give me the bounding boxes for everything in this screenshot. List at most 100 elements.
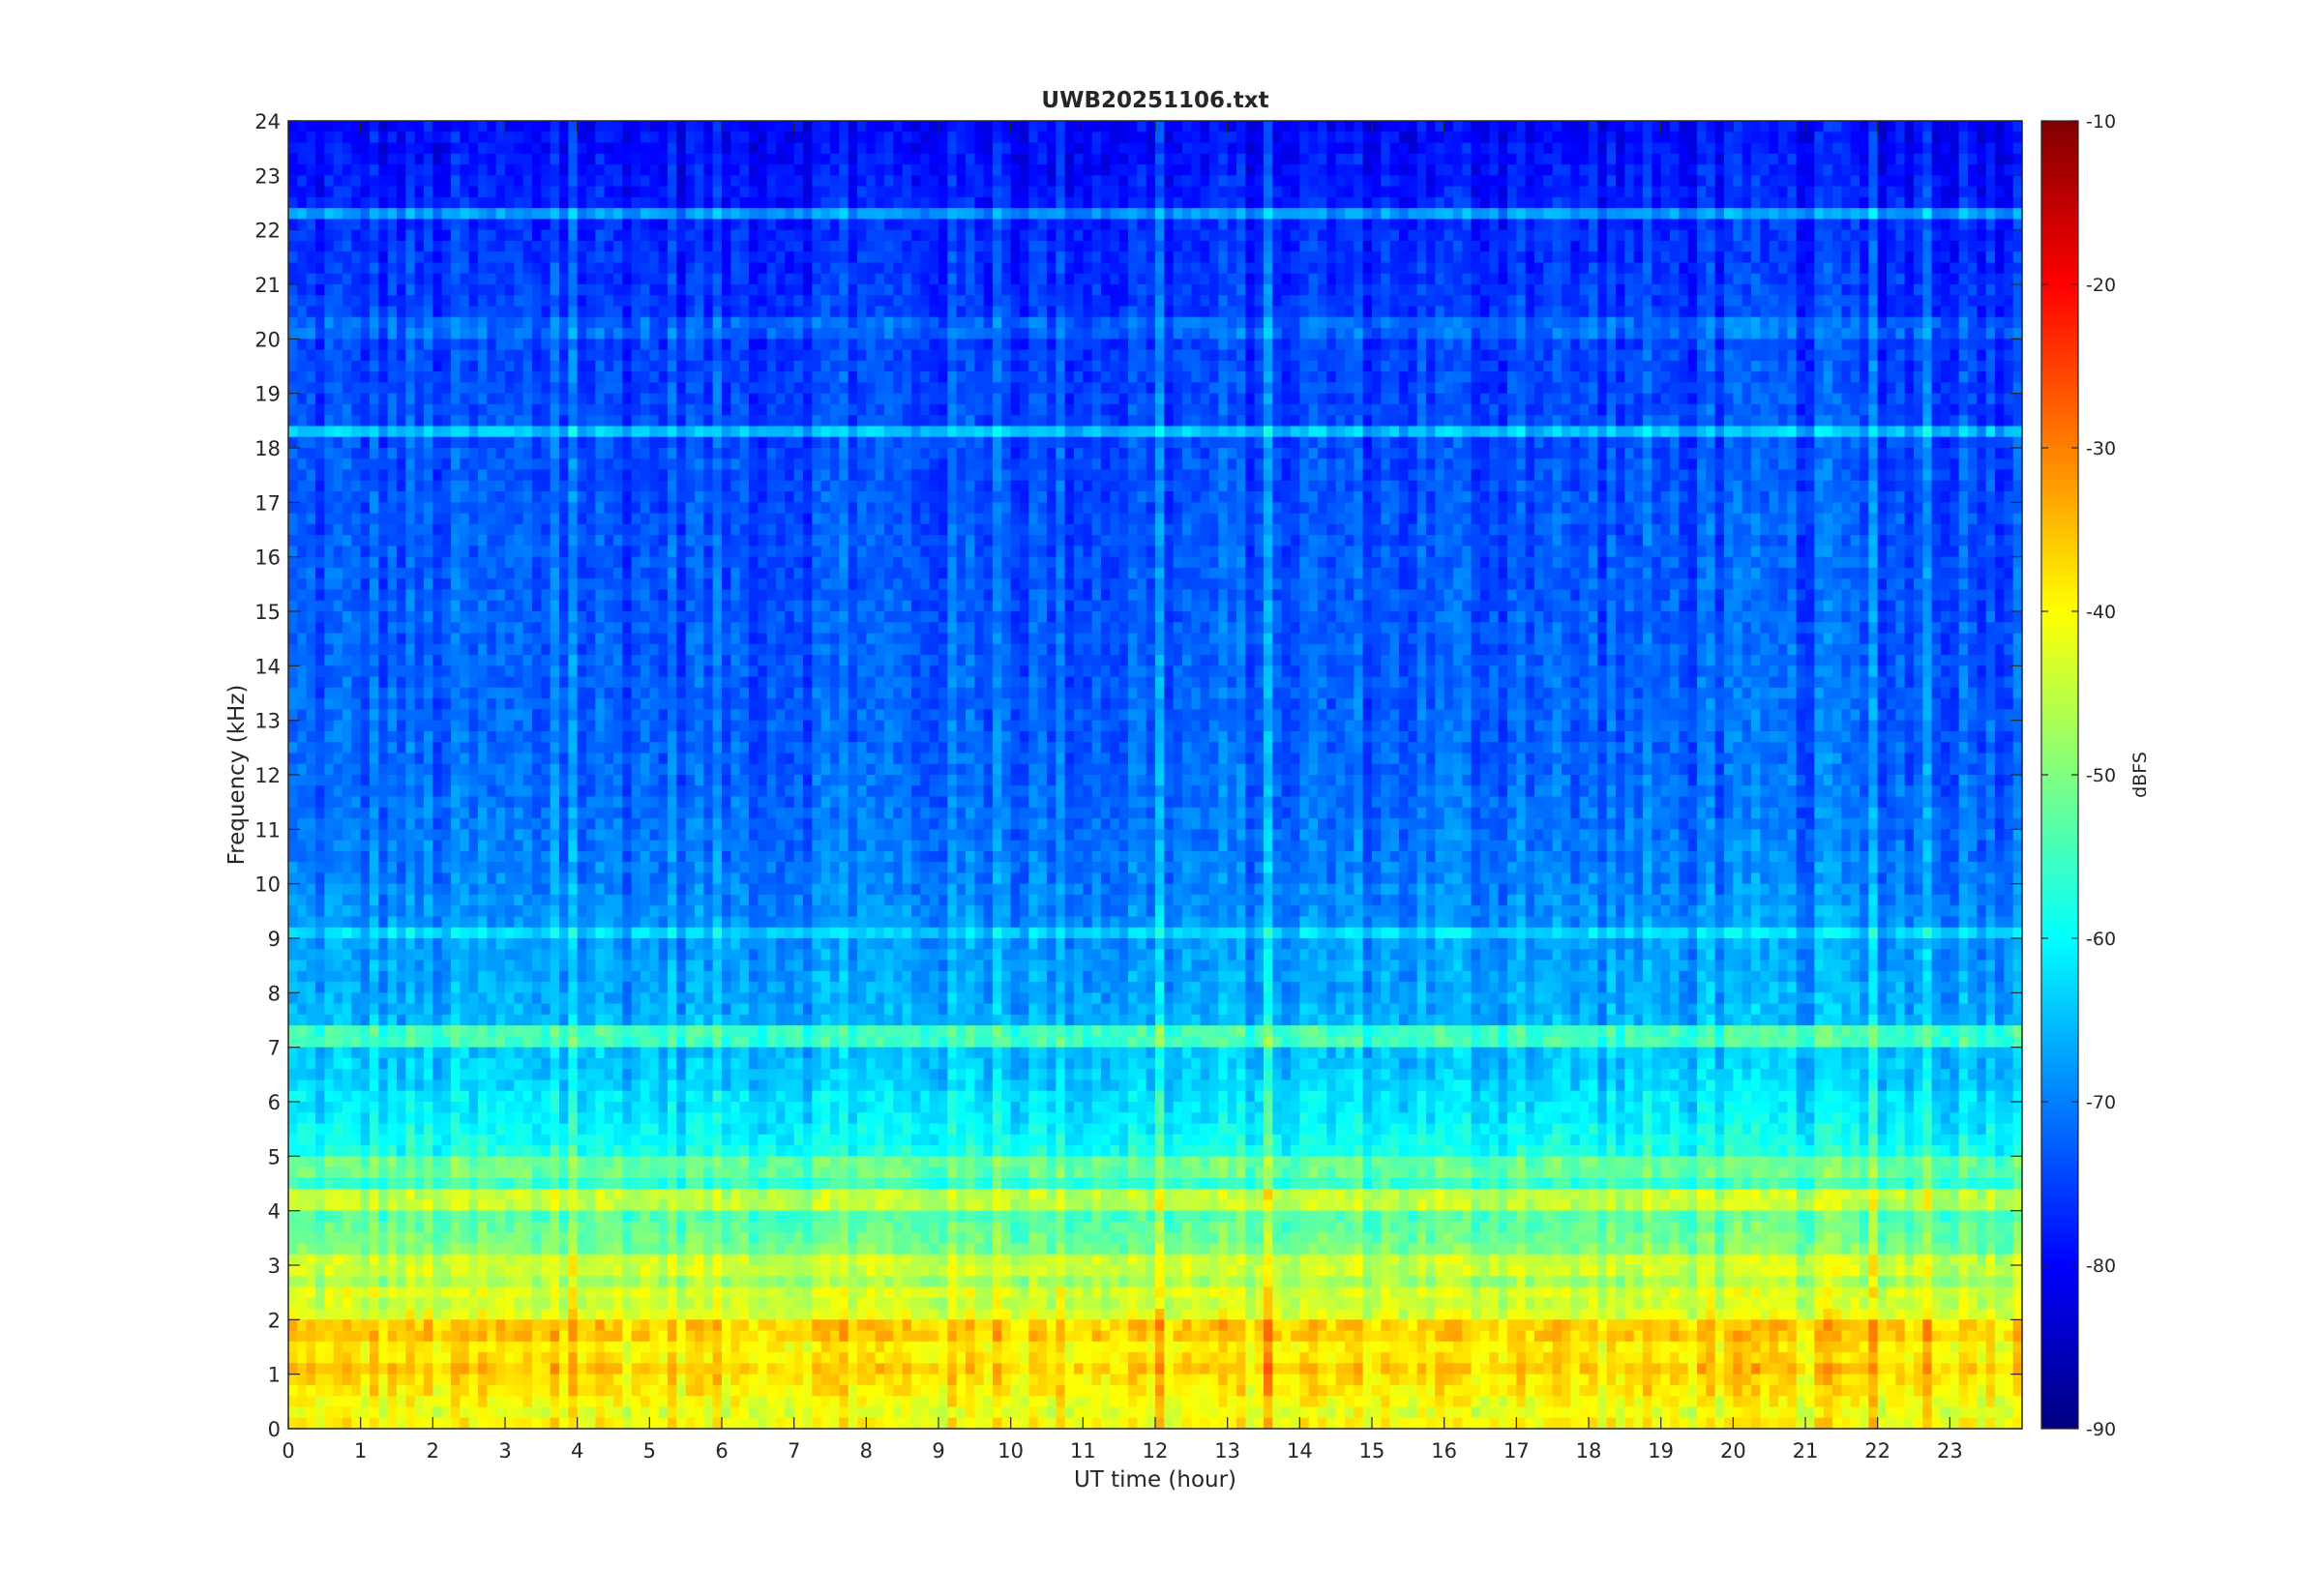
heatmap-cell xyxy=(740,154,750,165)
heatmap-cell xyxy=(1634,241,1644,252)
heatmap-cell xyxy=(1155,208,1165,220)
heatmap-cell xyxy=(578,382,587,394)
heatmap-cell xyxy=(1724,230,1734,242)
heatmap-cell xyxy=(1065,197,1075,209)
heatmap-cell xyxy=(1543,143,1553,155)
heatmap-cell xyxy=(1589,371,1598,383)
heatmap-cell xyxy=(1499,328,1508,340)
heatmap-cell xyxy=(1770,262,1779,274)
heatmap-cell xyxy=(469,143,479,155)
heatmap-cell xyxy=(776,121,786,133)
heatmap-cell xyxy=(1480,132,1490,143)
heatmap-cell xyxy=(1011,132,1021,143)
heatmap-cell xyxy=(2013,350,2023,362)
heatmap-cell xyxy=(460,262,469,274)
heatmap-cell xyxy=(632,241,641,252)
heatmap-cell xyxy=(1922,295,1932,307)
heatmap-cell xyxy=(1255,121,1265,133)
heatmap-cell xyxy=(1580,219,1590,230)
heatmap-cell xyxy=(1255,197,1265,209)
heatmap-cell xyxy=(1770,328,1779,340)
heatmap-cell xyxy=(839,382,848,394)
heatmap-cell xyxy=(1977,371,1986,383)
heatmap-cell xyxy=(974,241,984,252)
heatmap-cell xyxy=(342,295,352,307)
heatmap-cell xyxy=(1462,230,1472,242)
heatmap-cell xyxy=(1534,295,1544,307)
heatmap-cell xyxy=(1372,241,1382,252)
heatmap-cell xyxy=(1562,154,1571,165)
heatmap-cell xyxy=(1570,143,1580,155)
heatmap-cell xyxy=(676,371,686,383)
heatmap-cell xyxy=(1056,307,1065,318)
heatmap-cell xyxy=(785,175,794,187)
heatmap-cell xyxy=(1770,164,1779,176)
heatmap-cell xyxy=(405,121,415,133)
heatmap-cell xyxy=(1218,219,1228,230)
heatmap-cell xyxy=(415,121,425,133)
heatmap-cell xyxy=(1634,121,1644,133)
heatmap-cell xyxy=(595,121,605,133)
heatmap-cell xyxy=(785,241,794,252)
heatmap-cell xyxy=(957,164,967,176)
heatmap-cell xyxy=(1020,251,1029,263)
heatmap-cell xyxy=(1462,187,1472,198)
heatmap-cell xyxy=(595,394,605,405)
heatmap-cell xyxy=(1922,262,1932,274)
heatmap-cell xyxy=(1526,143,1535,155)
heatmap-cell xyxy=(1174,251,1183,263)
heatmap-cell xyxy=(1805,121,1815,133)
heatmap-cell xyxy=(1652,154,1661,165)
heatmap-cell xyxy=(1101,262,1111,274)
heatmap-cell xyxy=(1616,230,1625,242)
heatmap-cell xyxy=(1624,274,1634,285)
heatmap-cell xyxy=(1688,132,1698,143)
heatmap-cell xyxy=(1715,132,1725,143)
heatmap-cell xyxy=(551,230,560,242)
heatmap-cell xyxy=(1986,274,1996,285)
heatmap-cell xyxy=(1444,175,1454,187)
heatmap-cell xyxy=(767,187,777,198)
heatmap-cell xyxy=(1832,132,1842,143)
heatmap-cell xyxy=(1832,154,1842,165)
heatmap-cell xyxy=(1146,339,1156,350)
heatmap-cell xyxy=(622,187,632,198)
heatmap-cell xyxy=(1634,317,1644,329)
heatmap-cell xyxy=(1399,197,1409,209)
heatmap-cell xyxy=(1543,251,1553,263)
heatmap-cell xyxy=(1363,361,1373,372)
heatmap-cell xyxy=(1787,394,1797,405)
heatmap-cell xyxy=(1706,164,1715,176)
heatmap-cell xyxy=(1146,143,1156,155)
heatmap-cell xyxy=(1092,187,1102,198)
heatmap-cell xyxy=(1697,121,1707,133)
heatmap-cell xyxy=(551,371,560,383)
heatmap-cell xyxy=(1995,262,2005,274)
heatmap-cell xyxy=(1472,262,1481,274)
heatmap-cell xyxy=(1047,262,1057,274)
heatmap-cell xyxy=(595,175,605,187)
heatmap-cell xyxy=(1309,284,1319,296)
heatmap-cell xyxy=(1326,187,1336,198)
heatmap-cell xyxy=(1028,339,1038,350)
heatmap-cell xyxy=(1011,295,1021,307)
heatmap-cell xyxy=(2004,295,2013,307)
heatmap-cell xyxy=(1562,371,1571,383)
heatmap-cell xyxy=(1932,219,1942,230)
heatmap-cell xyxy=(1435,262,1444,274)
heatmap-cell xyxy=(1932,197,1942,209)
heatmap-cell xyxy=(1381,175,1390,187)
heatmap-cell xyxy=(1895,371,1905,383)
heatmap-cell xyxy=(605,187,614,198)
heatmap-cell xyxy=(938,187,948,198)
heatmap-cell xyxy=(514,132,523,143)
heatmap-cell xyxy=(1065,274,1075,285)
heatmap-cell xyxy=(578,164,587,176)
heatmap-cell xyxy=(676,274,686,285)
heatmap-cell xyxy=(884,230,894,242)
heatmap-cell xyxy=(1624,164,1634,176)
heatmap-cell xyxy=(1399,361,1409,372)
heatmap-cell xyxy=(703,317,713,329)
heatmap-cell xyxy=(1824,230,1833,242)
heatmap-cell xyxy=(460,164,469,176)
